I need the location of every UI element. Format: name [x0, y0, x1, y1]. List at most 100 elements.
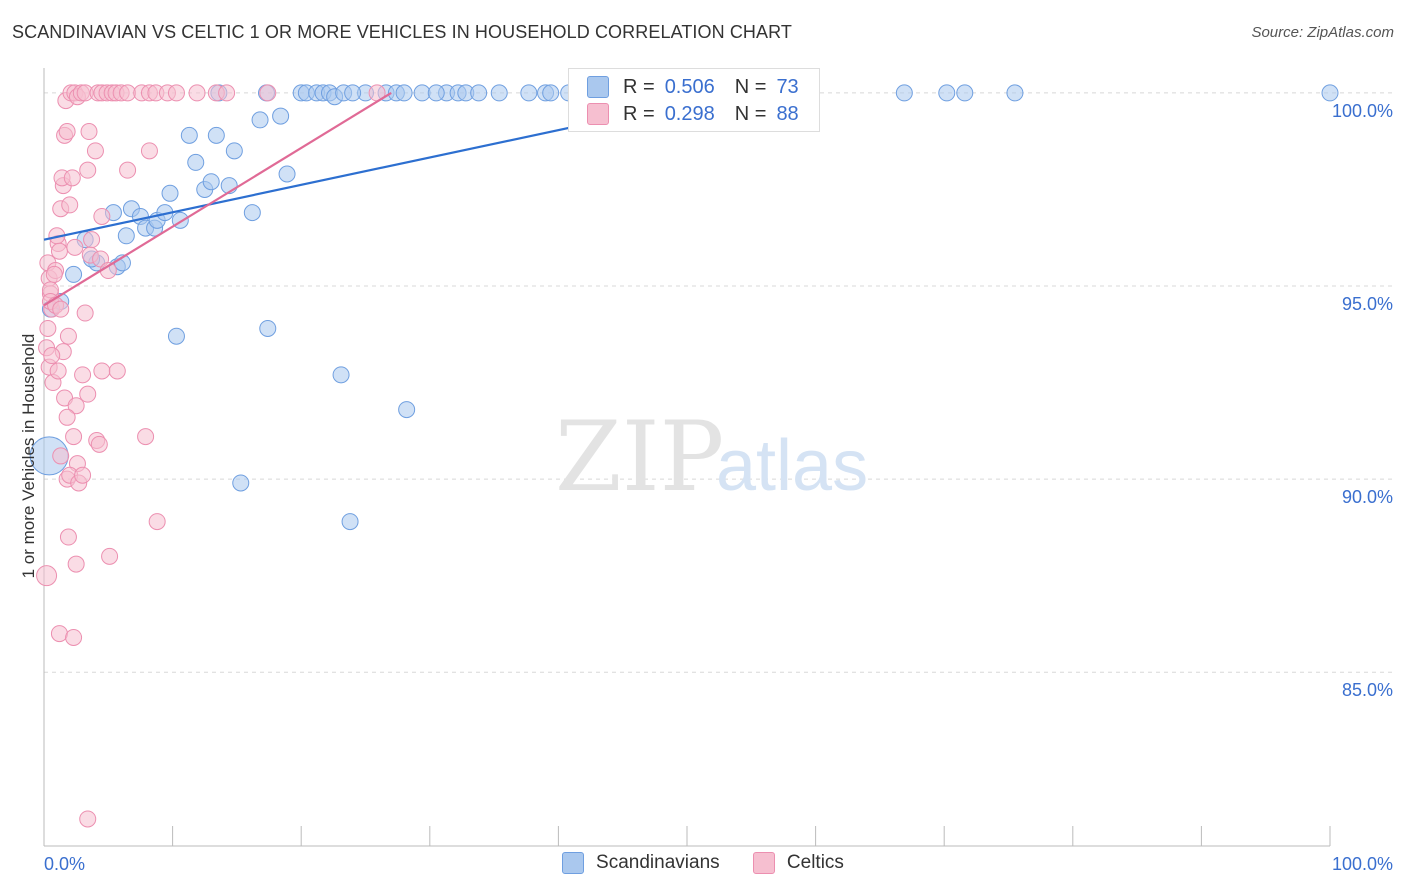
- celtic-point: [43, 347, 61, 365]
- celtic-trend-line: [43, 91, 392, 307]
- watermark-atlas: atlas: [716, 426, 868, 506]
- scandinavian-point: [251, 111, 269, 129]
- celtic-point: [167, 84, 185, 102]
- scandinavian-point: [272, 107, 290, 125]
- celtic-point: [140, 142, 158, 160]
- celtic-point: [58, 408, 76, 426]
- celtic-point: [67, 397, 85, 415]
- celtic-point: [74, 466, 92, 484]
- celtic-point: [137, 428, 155, 446]
- source-credit: Source: ZipAtlas.com: [1251, 24, 1394, 41]
- scandinavian-point: [341, 513, 359, 531]
- celtic-point: [218, 84, 236, 102]
- r-label: R =: [623, 75, 655, 98]
- scandinavian-point: [207, 126, 225, 144]
- scandinavian-point: [278, 165, 296, 183]
- celtic-point: [36, 565, 58, 587]
- scandinavian-point: [520, 84, 538, 102]
- data-points: [29, 84, 1339, 828]
- stats-row-celtics: R = 0.298 N = 88: [587, 102, 799, 126]
- scandinavian-point: [259, 319, 277, 337]
- celtic-point: [67, 555, 85, 573]
- scandinavian-point: [232, 474, 250, 492]
- celtic-point: [50, 625, 68, 643]
- celtic-point: [90, 435, 108, 453]
- scandinavian-point: [1006, 84, 1024, 102]
- celtic-point: [83, 231, 101, 249]
- scandinavian-point: [117, 227, 135, 245]
- x-tick-label: 100.0%: [1332, 854, 1393, 874]
- scandinavian-point: [344, 84, 362, 102]
- pink-swatch-icon: [587, 103, 609, 125]
- y-tick-label: 90.0%: [1342, 487, 1393, 507]
- y-tick-label: 85.0%: [1342, 680, 1393, 700]
- scandinavian-point: [956, 84, 974, 102]
- celtic-point: [50, 242, 68, 260]
- legend: Scandinavians Celtics: [0, 852, 1406, 880]
- celtic-point: [52, 447, 70, 465]
- scandinavian-point: [938, 84, 956, 102]
- legend-item-celtics[interactable]: Celtics: [752, 852, 844, 874]
- axes: 85.0% 90.0% 95.0% 100.0% 0.0% 100.0%: [43, 68, 1393, 874]
- celtic-point: [93, 362, 111, 380]
- scandinavian-point: [225, 142, 243, 160]
- x-tick-label: 0.0%: [44, 854, 85, 874]
- legend-label: Celtics: [786, 852, 844, 873]
- scandinavian-point: [470, 84, 488, 102]
- celtic-point: [119, 161, 137, 179]
- scandinavian-point: [895, 84, 913, 102]
- blue-swatch-icon: [562, 852, 585, 874]
- celtic-point: [259, 84, 277, 102]
- celtic-point: [63, 169, 81, 187]
- legend-item-scandinavians[interactable]: Scandinavians: [562, 852, 720, 874]
- celtic-point: [101, 547, 119, 565]
- scandinavian-point: [65, 265, 83, 283]
- watermark: ZIP atlas: [555, 401, 868, 513]
- y-tick-label: 95.0%: [1342, 294, 1393, 314]
- n-label: N =: [734, 75, 767, 98]
- stats-row-scandinavians: R = 0.506 N = 73: [587, 75, 799, 99]
- scandinavian-point: [332, 366, 350, 384]
- celtic-point: [61, 196, 79, 214]
- n-value: 73: [776, 75, 799, 98]
- legend-label: Scandinavians: [596, 852, 720, 873]
- scandinavian-point: [413, 84, 431, 102]
- celtic-point: [148, 513, 166, 531]
- celtic-point: [79, 161, 97, 179]
- celtic-point: [79, 385, 97, 403]
- pink-swatch-icon: [752, 852, 775, 874]
- scandinavian-point: [202, 173, 220, 191]
- scandinavian-point: [1321, 84, 1339, 102]
- axis-labels: 1 or more Vehicles in Household: [19, 334, 38, 579]
- r-label: R =: [623, 102, 655, 125]
- celtic-point: [65, 628, 83, 646]
- y-tick-label: 100.0%: [1332, 101, 1393, 121]
- celtic-point: [108, 362, 126, 380]
- celtic-point: [58, 123, 76, 141]
- y-axis-label: 1 or more Vehicles in Household: [19, 334, 38, 579]
- celtic-point: [188, 84, 206, 102]
- celtic-point: [49, 362, 67, 380]
- watermark-zip: ZIP: [555, 401, 724, 513]
- celtic-point: [66, 238, 84, 256]
- r-value: 0.506: [664, 75, 715, 98]
- scandinavian-point: [490, 84, 508, 102]
- celtic-point: [45, 265, 63, 283]
- celtic-point: [119, 84, 137, 102]
- blue-swatch-icon: [587, 76, 609, 98]
- scandinavian-point: [180, 126, 198, 144]
- scandinavian-point: [395, 84, 413, 102]
- celtic-point: [80, 123, 98, 141]
- gridlines: [44, 92, 1394, 673]
- celtic-point: [52, 300, 70, 318]
- celtic-point: [59, 327, 77, 345]
- scandinavian-point: [243, 204, 261, 222]
- scandinavian-point: [187, 153, 205, 171]
- n-value: 88: [776, 102, 799, 125]
- celtic-point: [74, 366, 92, 384]
- r-value: 0.298: [664, 102, 715, 125]
- celtic-point: [79, 810, 97, 828]
- scandinavian-point: [398, 401, 416, 419]
- scandinavian-point: [161, 184, 179, 202]
